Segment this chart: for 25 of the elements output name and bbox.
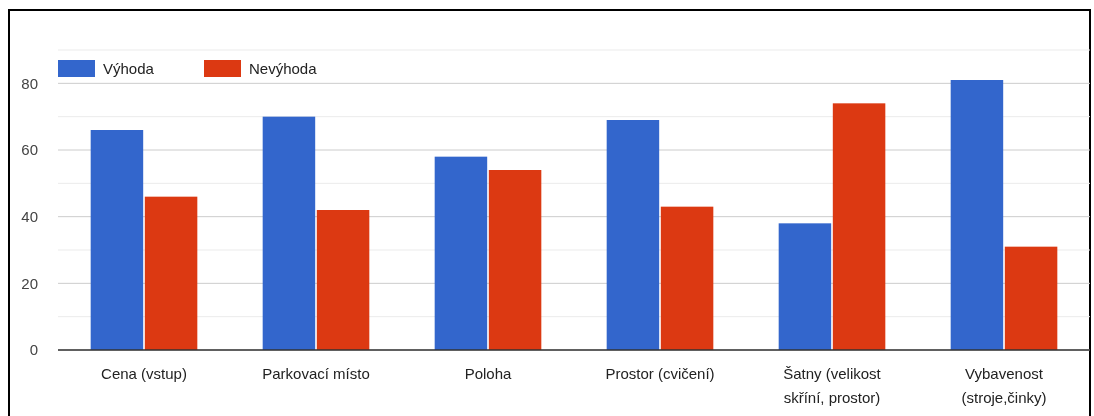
y-tick-label: 60: [21, 141, 38, 159]
x-tick-label: Šatny (velikost skříní, prostor): [783, 365, 882, 406]
x-tick-label: Vybavenost (stroje,činky): [961, 365, 1047, 406]
bar: [144, 196, 198, 350]
legend-label: Nevýhoda: [249, 60, 318, 78]
bar: [316, 210, 370, 350]
bar: [606, 120, 660, 350]
legend-label: Výhoda: [103, 60, 155, 78]
bar: [488, 170, 542, 350]
x-tick-label: Prostor (cvičení): [605, 365, 715, 382]
x-tick-label: Poloha: [464, 365, 512, 382]
y-tick-label: 0: [29, 341, 38, 359]
bar: [262, 116, 316, 350]
bar: [778, 223, 832, 350]
bar: [434, 156, 488, 350]
x-tick-label: Parkovací místo: [262, 365, 370, 382]
bar: [832, 103, 886, 350]
bar: [90, 130, 144, 350]
y-tick-label: 40: [21, 207, 38, 225]
bar: [950, 80, 1004, 350]
bar: [660, 206, 714, 350]
y-tick-label: 80: [21, 74, 38, 92]
y-tick-label: 20: [21, 274, 38, 292]
x-tick-label: Cena (vstup): [101, 365, 187, 382]
bar: [1004, 246, 1058, 350]
